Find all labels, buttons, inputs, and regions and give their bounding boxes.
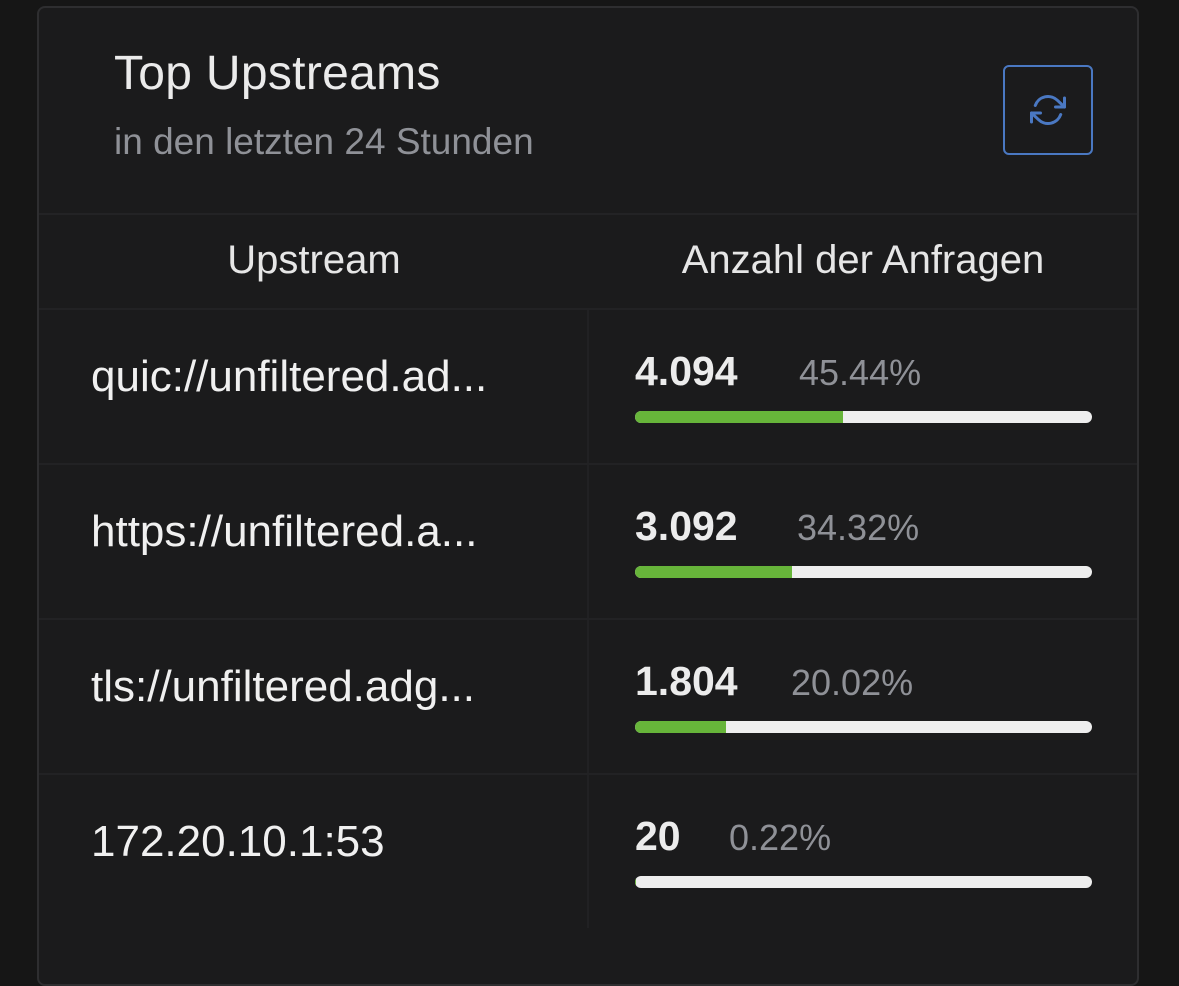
refresh-icon: [1030, 95, 1066, 125]
share-progress-fill: [635, 721, 727, 733]
column-header-upstream[interactable]: Upstream: [227, 238, 401, 282]
request-count: 1.804: [635, 658, 738, 704]
upstream-name[interactable]: quic://unfiltered.ad...: [91, 352, 488, 401]
table-row: quic://unfiltered.ad... 4.094 45.44%: [39, 308, 1137, 463]
table-row: https://unfiltered.a... 3.092 34.32%: [39, 463, 1137, 618]
table-row: tls://unfiltered.adg... 1.804 20.02%: [39, 618, 1137, 773]
upstreams-table: Upstream Anzahl der Anfragen quic://unfi…: [39, 213, 1137, 928]
share-progress-fill: [635, 411, 843, 423]
share-progress-bar: [635, 566, 1092, 578]
top-upstreams-card: Top Upstreams in den letzten 24 Stunden …: [37, 6, 1139, 986]
upstream-name[interactable]: https://unfiltered.a...: [91, 507, 478, 556]
upstream-name[interactable]: 172.20.10.1:53: [91, 817, 385, 866]
share-progress-bar: [635, 876, 1092, 888]
request-count: 3.092: [635, 503, 738, 549]
request-percent: 45.44%: [799, 352, 922, 393]
column-header-count[interactable]: Anzahl der Anfragen: [681, 238, 1045, 282]
request-percent: 34.32%: [797, 507, 920, 548]
request-count: 4.094: [635, 348, 738, 394]
card-subtitle: in den letzten 24 Stunden: [114, 121, 534, 162]
request-percent: 0.22%: [729, 817, 832, 858]
refresh-button[interactable]: [1003, 65, 1093, 155]
share-progress-bar: [635, 721, 1092, 733]
request-percent: 20.02%: [791, 662, 914, 703]
request-count: 20: [635, 813, 681, 859]
table-header: Upstream Anzahl der Anfragen: [39, 213, 1137, 308]
upstream-name[interactable]: tls://unfiltered.adg...: [91, 662, 475, 711]
share-progress-fill: [635, 566, 792, 578]
share-progress-fill: [635, 876, 636, 888]
table-row: 172.20.10.1:53 20 0.22%: [39, 773, 1137, 928]
card-title: Top Upstreams: [114, 47, 441, 100]
share-progress-bar: [635, 411, 1092, 423]
